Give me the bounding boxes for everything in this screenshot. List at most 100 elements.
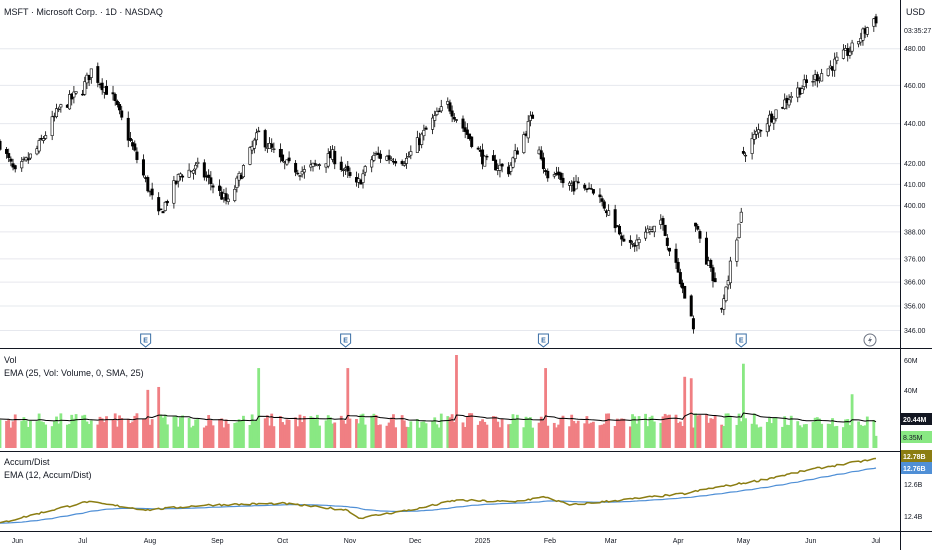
volume-bar[interactable] [711,419,715,448]
volume-bar[interactable] [750,423,754,448]
volume-bar[interactable] [768,417,771,448]
currency-label[interactable]: USD [906,7,926,17]
candle-body[interactable] [600,198,604,202]
candle-body[interactable] [181,175,185,178]
candle-body[interactable] [120,110,124,118]
candle-body[interactable] [691,318,695,330]
price-axis-ticks[interactable]: 480.00 460.00 440.00 420.00 410.00 400.00 388.… [904,46,926,335]
candle-body[interactable] [118,104,122,111]
volume-bar[interactable] [39,421,43,448]
candle-body[interactable] [439,106,443,112]
volume-bar[interactable] [692,427,695,448]
volume-bar[interactable] [192,425,195,448]
candle-body[interactable] [448,102,452,112]
volume-bar[interactable] [211,425,215,448]
candle-body[interactable] [857,41,861,45]
candle-body[interactable] [252,139,256,149]
volume-bar[interactable] [783,416,787,448]
volume-bar[interactable] [22,417,26,448]
volume-bar[interactable] [146,389,150,448]
volume-bar[interactable] [102,422,106,448]
volume-bar[interactable] [105,416,108,448]
candle-body[interactable] [218,185,222,191]
volume-bar[interactable] [572,420,576,448]
candle-body[interactable] [841,49,845,59]
volume-bar[interactable] [339,415,343,448]
candle-body[interactable] [676,261,680,273]
candle-body[interactable] [681,282,685,289]
candle-body[interactable] [618,225,622,235]
volume-bar[interactable] [324,420,328,448]
volume-bar[interactable] [863,425,867,448]
candle-body[interactable] [800,88,804,94]
candle-body[interactable] [7,153,11,158]
volume-bar[interactable] [120,418,124,448]
candle-body[interactable] [802,79,806,87]
volume-bar[interactable] [357,423,361,448]
volume-bar[interactable] [333,422,337,448]
volume-bar[interactable] [796,421,800,448]
candle-body[interactable] [498,164,502,171]
volume-bar[interactable] [644,413,647,448]
candle-body[interactable] [561,177,565,184]
candle-body[interactable] [187,169,191,178]
candle-body[interactable] [394,161,398,164]
volume-bar[interactable] [20,421,24,448]
volume-bar[interactable] [568,426,571,448]
candle-body[interactable] [698,231,702,239]
volume-bar[interactable] [831,418,834,448]
candle-body[interactable] [409,151,413,156]
volume-bar[interactable] [511,414,515,448]
volume-bar[interactable] [463,426,467,448]
candle-body[interactable] [515,150,519,155]
volume-bar[interactable] [318,425,321,448]
candle-body[interactable] [105,85,109,95]
volume-bar[interactable] [439,413,443,448]
candle-body[interactable] [826,68,830,76]
volume-bar[interactable] [129,423,132,448]
volume-bar[interactable] [281,422,284,448]
volume-bar[interactable] [265,415,269,448]
volume-bar[interactable] [561,415,565,448]
volume-bar[interactable] [272,426,276,448]
volume-bar[interactable] [150,419,154,448]
volume-bar[interactable] [296,426,300,448]
candle-body[interactable] [667,247,671,252]
volume-bar[interactable] [179,417,182,448]
lightning-icon[interactable] [863,333,877,347]
candle-body[interactable] [476,147,480,150]
candle-body[interactable] [674,248,678,263]
volume-bar[interactable] [433,417,437,448]
candle-body[interactable] [546,170,550,179]
volume-bar[interactable] [785,424,789,448]
volume-bar[interactable] [378,424,382,448]
candle-body[interactable] [683,285,687,299]
volume-bar[interactable] [446,416,450,448]
volume-bar[interactable] [302,416,306,448]
candle-body[interactable] [115,100,119,105]
volume-bar[interactable] [559,418,563,448]
volume-bar[interactable] [279,416,282,448]
candle-body[interactable] [146,177,150,192]
volume-bar[interactable] [674,414,678,448]
volume-bar[interactable] [270,413,274,448]
candle-body[interactable] [161,211,165,214]
volume-bar[interactable] [250,414,254,448]
candle-body[interactable] [400,161,404,165]
volume-bar[interactable] [618,419,621,448]
volume-bar[interactable] [363,424,367,448]
candle-body[interactable] [820,73,824,82]
candle-body[interactable] [270,143,274,148]
volume-bar[interactable] [537,422,541,448]
volume-bar[interactable] [5,420,8,448]
candle-body[interactable] [420,133,424,145]
volume-bar[interactable] [485,424,489,448]
volume-bar[interactable] [494,416,498,448]
volume-bar[interactable] [605,413,608,448]
candle-body[interactable] [272,148,276,150]
volume-bar[interactable] [542,420,545,448]
volume-bar[interactable] [159,414,163,448]
volume-bar[interactable] [759,426,763,448]
volume-bar[interactable] [0,419,2,448]
